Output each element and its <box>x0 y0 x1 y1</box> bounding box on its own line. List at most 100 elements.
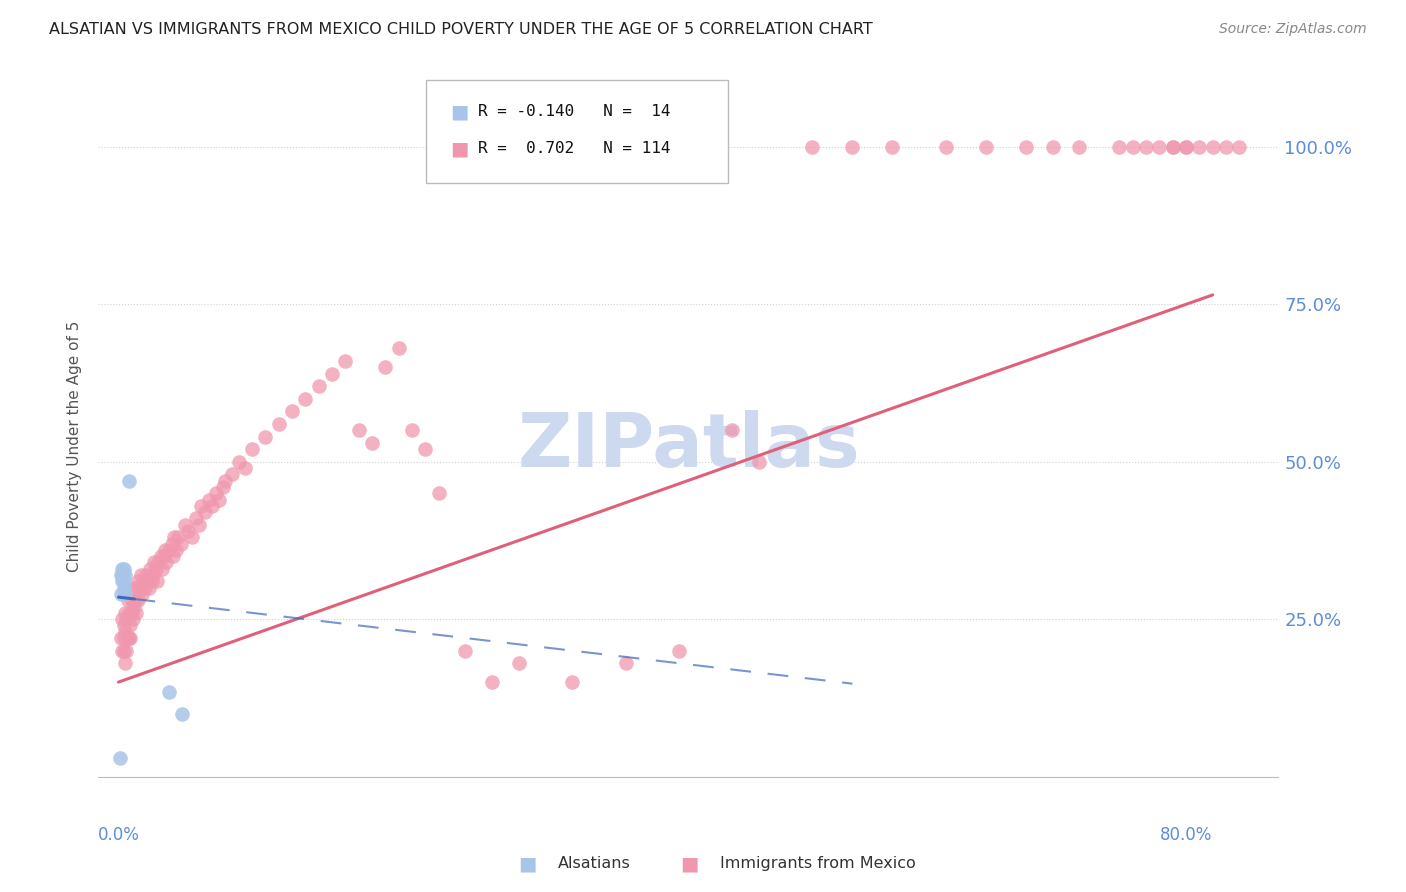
Text: Immigrants from Mexico: Immigrants from Mexico <box>720 856 915 871</box>
Point <box>155 556 177 570</box>
Point <box>122 593 145 607</box>
Point <box>112 618 135 632</box>
Point <box>153 542 176 557</box>
Point <box>308 379 330 393</box>
Point <box>108 750 131 764</box>
Point <box>801 140 824 154</box>
Point <box>180 530 202 544</box>
Point <box>112 562 135 576</box>
Point <box>198 492 221 507</box>
Point <box>321 367 343 381</box>
Point <box>184 511 207 525</box>
Point <box>427 486 450 500</box>
Point <box>1215 140 1237 154</box>
Point <box>1202 140 1225 154</box>
Text: R =  0.702   N = 114: R = 0.702 N = 114 <box>478 142 671 156</box>
Point <box>167 530 190 544</box>
Point <box>129 568 152 582</box>
Point <box>118 474 141 488</box>
Point <box>117 631 139 645</box>
Point <box>174 517 197 532</box>
Text: ALSATIAN VS IMMIGRANTS FROM MEXICO CHILD POVERTY UNDER THE AGE OF 5 CORRELATION : ALSATIAN VS IMMIGRANTS FROM MEXICO CHILD… <box>49 22 873 37</box>
Point <box>194 505 217 519</box>
Point <box>150 549 173 564</box>
Y-axis label: Child Poverty Under the Age of 5: Child Poverty Under the Age of 5 <box>67 320 83 572</box>
Point <box>401 423 423 437</box>
Point <box>138 581 160 595</box>
Point <box>115 612 138 626</box>
Point <box>115 643 138 657</box>
Point <box>614 657 637 671</box>
Point <box>121 606 143 620</box>
Point <box>146 574 169 589</box>
Point <box>214 474 236 488</box>
Point <box>254 429 277 443</box>
Text: R = -0.140   N =  14: R = -0.140 N = 14 <box>478 104 671 119</box>
Text: Alsatians: Alsatians <box>558 856 631 871</box>
Point <box>668 643 690 657</box>
Point <box>127 574 149 589</box>
Point <box>110 568 132 582</box>
Point <box>117 593 139 607</box>
Point <box>162 549 184 564</box>
Point <box>157 684 180 698</box>
Point <box>120 618 142 632</box>
Point <box>118 606 141 620</box>
Text: ■: ■ <box>450 139 468 159</box>
Point <box>294 392 316 406</box>
Point <box>374 360 396 375</box>
Point <box>882 140 904 154</box>
Point <box>1149 140 1171 154</box>
Point <box>153 549 176 564</box>
Point <box>127 581 149 595</box>
Point <box>148 556 170 570</box>
Point <box>1188 140 1211 154</box>
Point <box>111 562 134 576</box>
Point <box>143 556 166 570</box>
Point <box>134 581 156 595</box>
Point <box>240 442 263 457</box>
Point <box>114 606 136 620</box>
Point <box>211 480 233 494</box>
Point <box>1108 140 1130 154</box>
Point <box>1175 140 1198 154</box>
Point <box>1161 140 1184 154</box>
Point <box>145 562 167 576</box>
Point <box>114 568 136 582</box>
Point <box>139 562 162 576</box>
Point <box>131 587 153 601</box>
Text: Source: ZipAtlas.com: Source: ZipAtlas.com <box>1219 22 1367 37</box>
Point <box>1015 140 1038 154</box>
Point <box>128 581 150 595</box>
Point <box>125 593 148 607</box>
Point <box>160 536 183 550</box>
Point <box>221 467 243 482</box>
Point <box>233 461 256 475</box>
Point <box>165 542 187 557</box>
Point <box>1175 140 1198 154</box>
Point <box>112 574 135 589</box>
Point <box>974 140 997 154</box>
Point <box>347 423 370 437</box>
Point <box>172 706 194 721</box>
Point <box>127 593 149 607</box>
Point <box>1229 140 1251 154</box>
Point <box>267 417 290 431</box>
Point <box>415 442 437 457</box>
Point <box>1069 140 1091 154</box>
Point <box>508 657 530 671</box>
Point <box>481 675 503 690</box>
Point <box>170 536 193 550</box>
Point <box>112 581 135 595</box>
Point <box>120 631 142 645</box>
Point <box>132 574 155 589</box>
Point <box>721 423 744 437</box>
Point <box>121 593 143 607</box>
Point <box>281 404 304 418</box>
Point <box>1042 140 1064 154</box>
Point <box>110 587 132 601</box>
Point <box>1135 140 1157 154</box>
Point <box>190 499 212 513</box>
Point <box>111 568 134 582</box>
Point <box>454 643 477 657</box>
